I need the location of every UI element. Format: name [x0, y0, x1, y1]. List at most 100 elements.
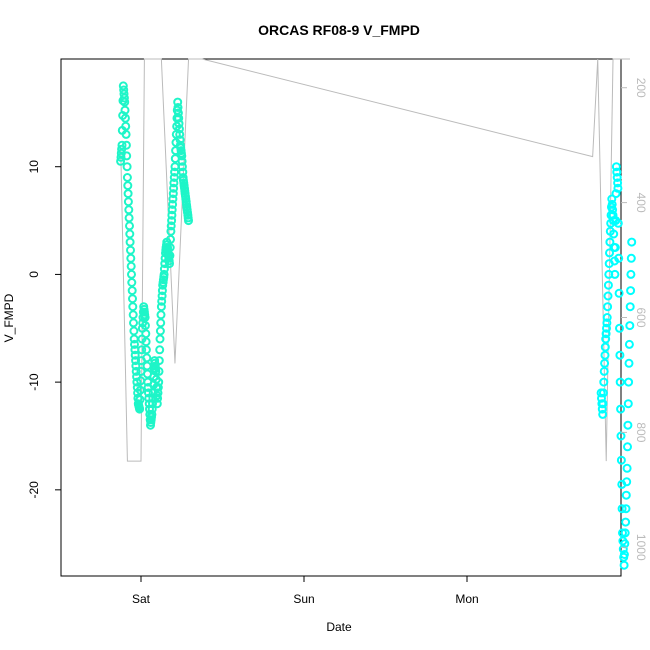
data-point [141, 329, 151, 339]
data-point [613, 218, 623, 228]
data-point [151, 366, 161, 376]
data-point [153, 393, 163, 403]
data-point [153, 388, 163, 398]
data-point [121, 140, 131, 150]
data-point [125, 221, 134, 231]
x-tick-label: Sun [293, 592, 314, 606]
data-point [169, 173, 179, 182]
data-point [620, 528, 630, 538]
data-point [618, 544, 628, 554]
secondary-series [120, 58, 630, 462]
data-point [141, 337, 151, 347]
data-point [611, 189, 621, 199]
data-point [135, 385, 145, 395]
data-point [174, 124, 184, 134]
data-point [623, 442, 632, 452]
x-axis-label: Date [326, 620, 352, 634]
data-point [130, 339, 139, 349]
data-point [147, 409, 157, 419]
data-point [122, 162, 132, 172]
data-point [131, 366, 141, 376]
data-point [173, 103, 183, 112]
data-point [621, 517, 631, 527]
data-point [167, 210, 177, 220]
data-point [127, 286, 137, 296]
data-point [156, 302, 166, 312]
data-point [120, 113, 130, 123]
data-point [126, 261, 136, 271]
data-point [598, 399, 608, 409]
data-point [144, 388, 153, 398]
y-tick-label: -10 [27, 373, 41, 391]
data-point [118, 81, 128, 91]
data-point [169, 178, 179, 188]
y-axis-left: -20 -10 0 10 [27, 160, 61, 499]
data-point [177, 156, 187, 166]
data-point [611, 162, 621, 172]
data-point [614, 288, 624, 298]
data-point [155, 334, 165, 344]
data-point [621, 490, 631, 500]
data-point [123, 189, 133, 199]
data-point [610, 269, 620, 279]
data-point [131, 361, 141, 371]
data-point [615, 377, 625, 387]
y-tick-label: -20 [27, 481, 41, 499]
data-point [612, 173, 622, 182]
data-point [626, 286, 636, 296]
y-axis-right: 200 400 600 800 1000 [621, 78, 648, 561]
data-point [157, 286, 167, 296]
data-point [626, 253, 636, 263]
data-point [607, 194, 617, 204]
data-point [129, 326, 139, 336]
data-point [155, 345, 165, 355]
data-point [119, 85, 129, 95]
data-point [616, 455, 626, 465]
data-point [627, 237, 637, 247]
data-point [623, 399, 633, 409]
data-point [159, 269, 169, 279]
data-point [174, 119, 184, 129]
data-point [177, 162, 187, 172]
x-tick-label: Mon [455, 592, 478, 606]
data-point [142, 361, 152, 371]
data-point [128, 294, 137, 304]
data-point [120, 97, 130, 107]
data-point [605, 237, 615, 247]
data-point [626, 269, 636, 279]
data-point [123, 181, 133, 191]
right-tick-label: 600 [634, 307, 648, 327]
data-point [624, 358, 634, 368]
data-point [167, 205, 177, 215]
data-point [175, 135, 185, 145]
data-point [125, 237, 135, 247]
data-point [599, 377, 609, 387]
right-tick-label: 400 [634, 193, 648, 213]
data-point [605, 248, 614, 258]
data-point [165, 259, 174, 269]
data-point [625, 302, 635, 312]
data-point [121, 121, 131, 131]
data-point [157, 296, 167, 306]
data-point [135, 395, 145, 405]
data-point [600, 342, 610, 352]
data-point [140, 321, 150, 331]
data-point [614, 253, 624, 263]
data-point [603, 291, 613, 301]
data-point [170, 167, 180, 177]
data-point [147, 404, 157, 414]
data-point [155, 326, 165, 336]
data-point [131, 356, 141, 366]
data-point [597, 404, 607, 414]
data-point [124, 213, 134, 223]
data-point [157, 291, 167, 301]
data-point [128, 302, 138, 312]
data-point [120, 105, 130, 115]
data-point [601, 334, 611, 344]
data-point [622, 463, 632, 473]
data-point [598, 409, 608, 419]
data-point [173, 108, 183, 118]
data-point [608, 205, 618, 215]
data-point [168, 194, 178, 204]
